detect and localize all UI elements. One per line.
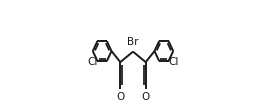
Text: Cl: Cl (169, 57, 179, 66)
Text: Cl: Cl (87, 57, 97, 66)
Text: Br: Br (127, 36, 139, 46)
Text: O: O (142, 91, 150, 101)
Text: O: O (116, 91, 124, 101)
